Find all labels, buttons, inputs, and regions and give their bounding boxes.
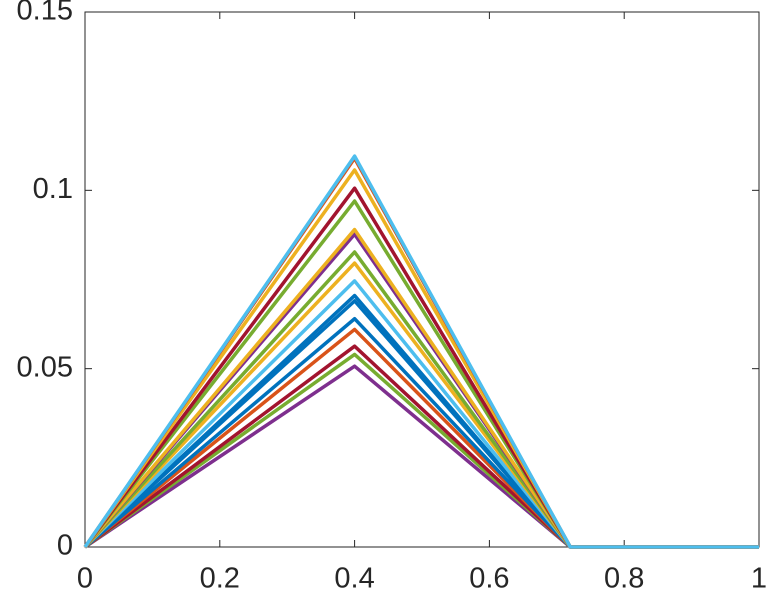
x-tick-label: 0.8: [604, 563, 644, 595]
y-tick-label: 0.1: [33, 173, 73, 205]
x-tick-label: 0.6: [469, 563, 509, 595]
line: [83, 154, 759, 549]
x-tick-label: 0.4: [334, 563, 374, 595]
x-tick-label: 0.2: [200, 563, 240, 595]
x-tick-label: 1: [751, 563, 767, 595]
x-tick-label: 0: [77, 563, 93, 595]
y-tick-label: 0: [57, 530, 73, 562]
y-tick-label: 0.15: [17, 0, 73, 27]
y-tick-label: 0.05: [17, 351, 73, 383]
